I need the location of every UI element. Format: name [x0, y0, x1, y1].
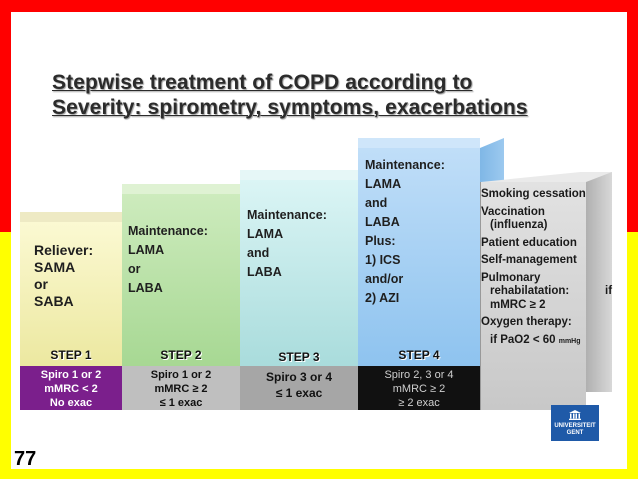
- measure-oxygen-unit: mmHg: [558, 337, 581, 345]
- step-4-line: 2) AZI: [365, 291, 400, 305]
- step-4-line: Maintenance:: [365, 158, 445, 172]
- criteria-line: ≤ 1 exac: [159, 397, 203, 409]
- criteria-line: Spiro 1 or 2: [150, 369, 212, 381]
- step-1-treatment: Reliever: SAMA or SABA: [34, 242, 122, 310]
- step-1-line: Reliever:: [34, 242, 94, 258]
- building-icon: [569, 410, 581, 420]
- criteria-line: ≤ 1 exac: [275, 386, 323, 400]
- step-2-line: LABA: [128, 281, 163, 295]
- step-1-line: or: [34, 276, 48, 292]
- step-4-label: STEP 4: [398, 348, 440, 362]
- criteria-line: No exac: [49, 397, 93, 409]
- measure-oxygen-text: if PaO2 < 60: [490, 333, 556, 346]
- university-logo: UNIVERSITEIT GENT: [551, 405, 599, 441]
- step-3-line: and: [247, 246, 270, 260]
- measures-list: Smoking cessation Vaccination (influenza…: [481, 188, 612, 349]
- measures-side-face: [586, 172, 612, 392]
- measure-education: Patient education: [481, 236, 577, 249]
- criteria-line: Spiro 1 or 2: [40, 369, 102, 381]
- measure-rehab: Pulmonary: [481, 271, 541, 284]
- measure-vaccination: Vaccination: [481, 205, 545, 218]
- measure-oxygen-criteria: if PaO2 < 60 mmHg: [481, 334, 586, 349]
- step-2-treatment: Maintenance: LAMA or LABA: [128, 222, 240, 298]
- step-2-block: Maintenance: LAMA or LABA STEP 2: [122, 184, 240, 366]
- measure-rehab-line2: rehabilatation: if: [481, 285, 612, 299]
- step-4-line: LABA: [365, 215, 400, 229]
- measures-top-face: [481, 172, 612, 182]
- step-3-line: LAMA: [247, 227, 284, 241]
- step-1-block: Reliever: SAMA or SABA STEP 1: [20, 212, 122, 366]
- step-1-criteria: Spiro 1 or 2 mMRC < 2 No exac: [20, 366, 122, 410]
- step-2-top-face: [122, 184, 240, 194]
- step-3-line: Maintenance:: [247, 208, 327, 222]
- step-2-line: Maintenance:: [128, 224, 208, 238]
- measure-rehab-text: rehabilatation:: [490, 285, 570, 297]
- step-4-line: Plus:: [365, 234, 396, 248]
- measure-smoking: Smoking cessation: [481, 188, 586, 200]
- step-2-line: LAMA: [128, 243, 165, 257]
- criteria-line: mMRC ≥ 2: [154, 383, 208, 395]
- step-2-label: STEP 2: [160, 348, 202, 362]
- step-4-block: Maintenance: LAMA and LABA Plus: 1) ICS …: [358, 138, 504, 366]
- step-3-top-face: [240, 170, 358, 180]
- page-number: 77: [14, 448, 37, 470]
- title-line-1: Stepwise treatment of COPD according to: [52, 71, 473, 94]
- logo-text-line-2: GENT: [566, 430, 584, 436]
- measure-vaccination-detail: (influenza): [490, 219, 548, 231]
- measure-oxygen: Oxygen therapy:: [481, 316, 572, 328]
- title-line-2: Severity: spirometry, symptoms, exacerba…: [52, 96, 528, 119]
- step-4-line: and/or: [365, 272, 404, 286]
- logo-text-line-1: UNIVERSITEIT: [554, 423, 596, 429]
- step-1-top-face: [20, 212, 122, 222]
- step-3-criteria: Spiro 3 or 4 ≤ 1 exac: [240, 366, 358, 410]
- step-1-line: SABA: [34, 293, 74, 309]
- criteria-line: ≥ 2 exac: [398, 397, 440, 409]
- step-4-line: LAMA: [365, 177, 402, 191]
- step-1-line: SAMA: [34, 259, 76, 275]
- step-4-treatment: Maintenance: LAMA and LABA Plus: 1) ICS …: [365, 156, 480, 308]
- step-3-line: LABA: [247, 265, 282, 279]
- slide-title: Stepwise treatment of COPD according to …: [52, 70, 528, 120]
- step-3-treatment: Maintenance: LAMA and LABA: [247, 206, 358, 282]
- step-1-label: STEP 1: [50, 348, 92, 362]
- step-4-line: 1) ICS: [365, 253, 401, 267]
- criteria-line: Spiro 2, 3 or 4: [384, 369, 454, 381]
- criteria-line: mMRC < 2: [44, 383, 98, 395]
- step-4-criteria: Spiro 2, 3 or 4 mMRC ≥ 2 ≥ 2 exac: [358, 366, 480, 410]
- step-2-line: or: [128, 262, 141, 276]
- criteria-line: mMRC ≥ 2: [392, 383, 446, 395]
- step-4-line: and: [365, 196, 388, 210]
- criteria-line: Spiro 3 or 4: [265, 370, 333, 384]
- measure-rehab-if: if: [605, 285, 613, 297]
- step-3-block: Maintenance: LAMA and LABA STEP 3: [240, 170, 358, 366]
- step-2-criteria: Spiro 1 or 2 mMRC ≥ 2 ≤ 1 exac: [122, 366, 240, 410]
- step-4-top-face: [358, 138, 480, 148]
- general-measures-box: Smoking cessation Vaccination (influenza…: [480, 172, 612, 410]
- step-3-label: STEP 3: [278, 350, 320, 364]
- measure-rehab-criteria: mMRC ≥ 2: [490, 298, 546, 311]
- measure-self-management: Self-management: [481, 254, 577, 266]
